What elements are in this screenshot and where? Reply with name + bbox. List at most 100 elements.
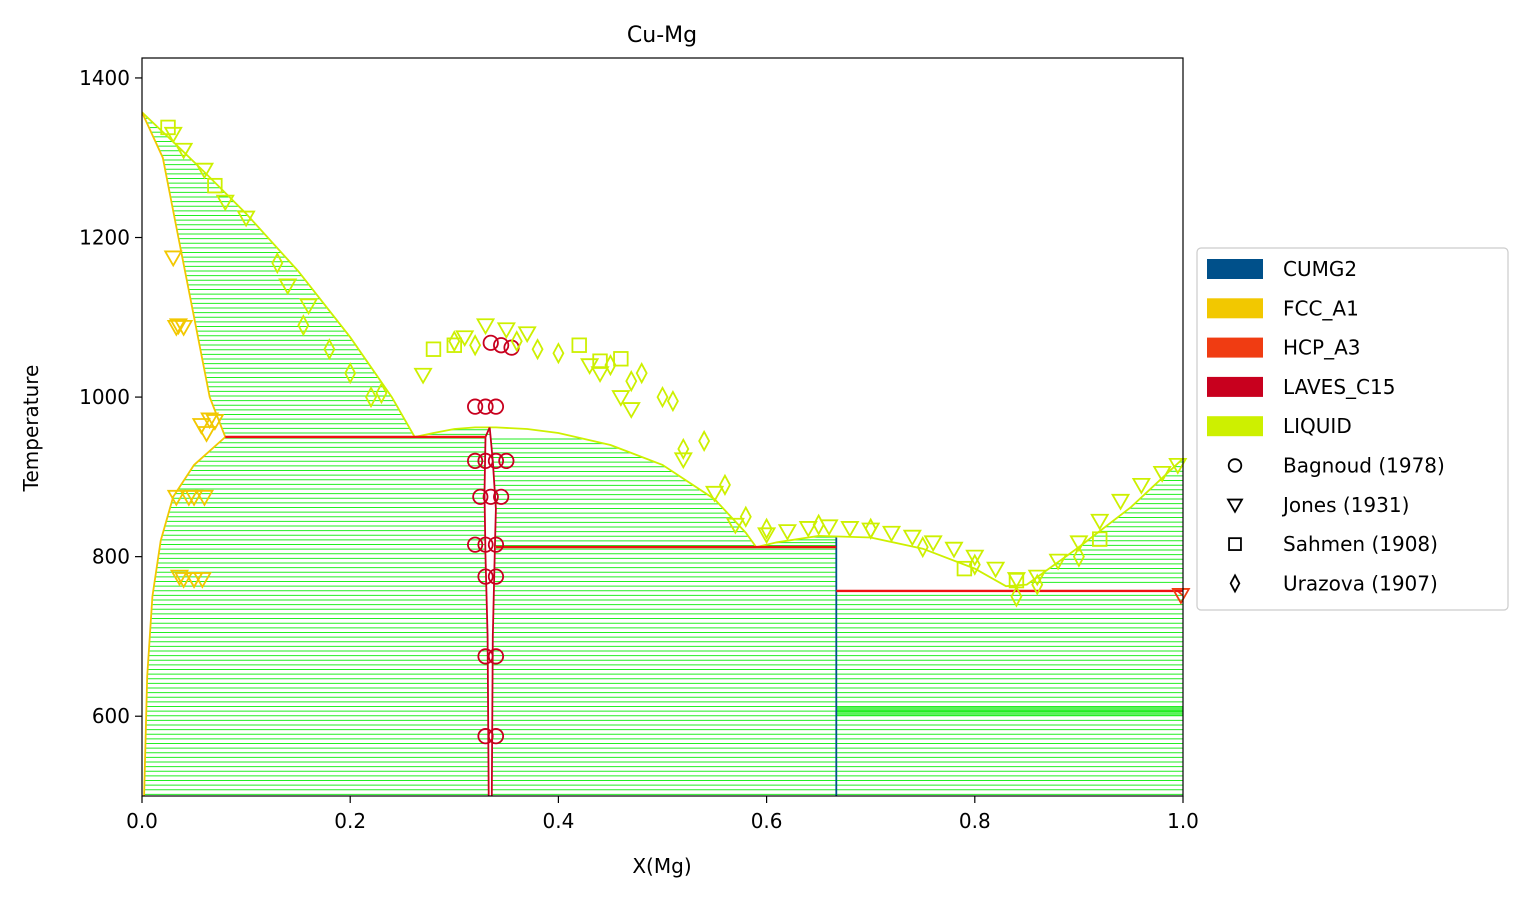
x-tick-label: 0.0 — [126, 809, 158, 833]
data-point-diamond — [718, 473, 731, 496]
boundary-liquid-0 — [142, 111, 1183, 588]
data-point-triangle-down — [215, 194, 235, 212]
data-point-diamond — [1031, 573, 1044, 596]
data-point-triangle-down — [200, 412, 220, 430]
legend-items: CUMG2 FCC_A1 HCP_A3 LAVES_C15 LIQUID Bagnoud … — [1207, 257, 1445, 595]
data-point-diamond — [625, 370, 638, 393]
data-point-triangle-down — [1027, 569, 1047, 587]
chart-title: Cu-Mg — [627, 23, 697, 48]
y-tick-label: 600 — [92, 704, 130, 728]
x-tick-label: 0.6 — [751, 809, 783, 833]
legend-swatch-cumg2 — [1207, 259, 1263, 279]
data-point-triangle-down — [1110, 493, 1131, 511]
data-point-diamond — [812, 513, 825, 536]
x-tick-label: 0.2 — [334, 809, 366, 833]
legend-label: LIQUID — [1283, 414, 1352, 438]
data-point-triangle-down — [475, 318, 496, 336]
legend-label: Bagnoud (1978) — [1283, 454, 1445, 478]
data-point-circle — [477, 398, 494, 415]
data-point-triangle-down — [163, 250, 183, 268]
data-point-diamond — [323, 338, 336, 361]
data-point-square — [1092, 531, 1108, 547]
data-point-diamond — [635, 362, 648, 385]
data-point-triangle-down — [611, 390, 631, 407]
legend-box — [1196, 247, 1509, 611]
data-point-diamond — [1010, 585, 1023, 608]
data-point-triangle-down — [704, 485, 725, 503]
experimental-points-layer — [160, 119, 1191, 745]
data-point-circle — [487, 452, 505, 470]
data-point-diamond — [739, 505, 752, 528]
y-tick-label: 800 — [92, 545, 130, 569]
data-point-diamond — [677, 437, 690, 461]
data-point-diamond — [1072, 545, 1085, 568]
data-point-diamond — [365, 385, 378, 409]
data-point-diamond — [375, 381, 388, 405]
data-point-triangle-down — [840, 521, 860, 538]
data-point-triangle-down — [184, 572, 204, 589]
data-point-diamond — [864, 517, 877, 540]
legend-swatch-hcp-a3 — [1207, 337, 1263, 358]
legend-label: Jones (1931) — [1281, 493, 1409, 517]
data-point-triangle-down — [168, 318, 188, 336]
legend-label: Urazova (1907) — [1283, 571, 1438, 595]
data-point-triangle-down — [725, 517, 745, 535]
data-point-circle — [493, 337, 510, 354]
y-axis-label: Temperature — [19, 365, 43, 493]
data-point-circle — [467, 536, 484, 553]
data-point-diamond — [760, 517, 773, 540]
x-tick-label: 1.0 — [1167, 809, 1199, 833]
legend-marker-diamond — [1229, 573, 1241, 594]
data-point-circle — [493, 488, 510, 505]
x-tick-label: 0.8 — [959, 809, 991, 833]
data-point-triangle-down — [923, 535, 943, 553]
data-point-triangle-down — [496, 322, 516, 340]
data-point-triangle-down — [881, 525, 902, 543]
data-point-square — [425, 341, 442, 357]
data-point-diamond — [552, 342, 565, 365]
data-point-diamond — [916, 535, 929, 559]
data-point-triangle-down — [1069, 535, 1089, 553]
data-point-triangle-down — [777, 524, 797, 541]
data-point-diamond — [297, 314, 310, 337]
legend-label: Sahmen (1908) — [1283, 532, 1438, 556]
data-point-triangle-down — [944, 541, 964, 559]
legend-marker-square — [1228, 537, 1242, 551]
data-point-circle — [477, 568, 494, 585]
data-point-diamond — [469, 334, 482, 357]
data-point-square — [613, 351, 629, 367]
data-point-triangle-down — [174, 572, 194, 589]
plot-area — [142, 58, 1183, 796]
data-point-circle — [487, 398, 505, 415]
data-point-triangle-down — [673, 452, 693, 470]
data-point-triangle-down — [902, 529, 922, 547]
legend-marker-triangle-down — [1226, 498, 1244, 514]
data-point-triangle-down — [169, 569, 190, 587]
data-point-triangle-down — [1090, 513, 1110, 531]
data-point-triangle-down — [191, 418, 211, 435]
legend-swatch-fcc-a1 — [1207, 298, 1263, 319]
data-point-circle — [482, 334, 499, 351]
data-point-circle — [487, 728, 505, 745]
data-point-circle — [477, 728, 494, 745]
axes-frame — [141, 57, 1184, 797]
data-point-circle — [482, 488, 499, 505]
data-point-circle — [487, 536, 505, 553]
legend-label: LAVES_C15 — [1283, 375, 1395, 399]
data-point-triangle-down — [194, 489, 215, 507]
data-point-triangle-down — [166, 489, 186, 507]
data-point-circle — [487, 648, 505, 665]
legend-swatch-laves-c15 — [1207, 376, 1263, 397]
data-point-diamond — [656, 385, 669, 409]
data-point-triangle-down — [205, 414, 225, 431]
data-point-triangle-down — [757, 527, 777, 545]
legend: CUMG2 FCC_A1 HCP_A3 LAVES_C15 LIQUID Bagnoud … — [1196, 247, 1509, 611]
data-point-triangle-down — [986, 561, 1006, 579]
data-point-circle — [477, 452, 494, 470]
data-point-triangle-down — [1168, 457, 1188, 475]
data-point-diamond — [666, 389, 679, 413]
data-point-triangle-down — [1048, 553, 1068, 571]
data-point-diamond — [968, 553, 981, 576]
data-point-circle — [477, 648, 494, 665]
y-axis-ticks: 600 800 1000 1200 1400 — [79, 66, 142, 728]
